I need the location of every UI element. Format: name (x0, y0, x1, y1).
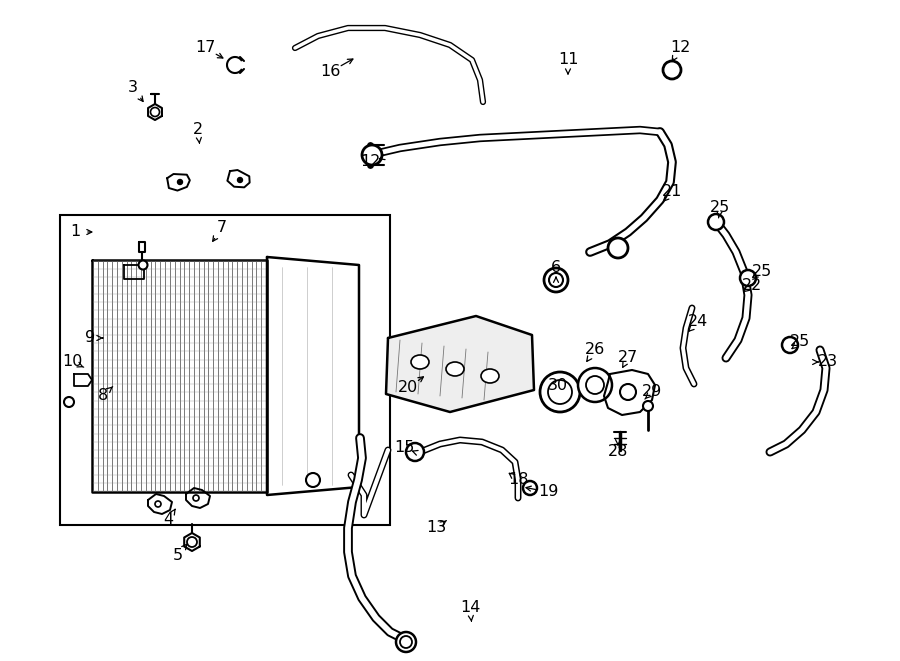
Text: 19: 19 (538, 485, 558, 500)
Text: 8: 8 (98, 387, 108, 403)
Ellipse shape (481, 369, 499, 383)
Circle shape (396, 632, 416, 652)
Text: 11: 11 (558, 52, 578, 67)
Circle shape (306, 473, 320, 487)
Text: 20: 20 (398, 381, 418, 395)
Text: 26: 26 (585, 342, 605, 358)
Circle shape (155, 501, 161, 507)
Circle shape (578, 368, 612, 402)
Text: 9: 9 (85, 330, 95, 346)
Text: 5: 5 (173, 547, 183, 563)
Text: 14: 14 (460, 600, 481, 615)
Circle shape (740, 270, 756, 286)
Circle shape (782, 337, 798, 353)
Text: 22: 22 (742, 278, 762, 293)
Circle shape (400, 636, 412, 648)
Text: 17: 17 (194, 40, 215, 56)
Text: 7: 7 (217, 221, 227, 235)
Text: 2: 2 (193, 122, 203, 137)
Ellipse shape (446, 362, 464, 376)
Text: 18: 18 (508, 473, 528, 488)
Text: 29: 29 (642, 385, 662, 399)
Text: 30: 30 (548, 377, 568, 393)
Text: 25: 25 (710, 200, 730, 215)
Circle shape (150, 108, 159, 116)
Bar (60, 215, 390, 525)
Circle shape (177, 180, 183, 184)
Circle shape (663, 61, 681, 79)
Text: 6: 6 (551, 260, 561, 276)
Text: 15: 15 (394, 440, 414, 455)
Circle shape (643, 401, 653, 411)
Circle shape (406, 443, 424, 461)
Circle shape (523, 481, 537, 495)
Text: 27: 27 (618, 350, 638, 366)
Circle shape (549, 273, 563, 287)
Text: 28: 28 (608, 444, 628, 459)
Circle shape (708, 214, 724, 230)
Text: 25: 25 (752, 264, 772, 280)
Circle shape (620, 384, 636, 400)
Text: 3: 3 (128, 81, 138, 95)
Circle shape (548, 380, 572, 404)
Text: 12: 12 (670, 40, 690, 56)
Text: 13: 13 (426, 520, 446, 535)
Polygon shape (386, 316, 534, 412)
Circle shape (193, 495, 199, 501)
Circle shape (238, 178, 242, 182)
Text: 21: 21 (662, 184, 682, 200)
Circle shape (540, 372, 580, 412)
Ellipse shape (411, 355, 429, 369)
Text: 4: 4 (163, 512, 173, 527)
Circle shape (139, 260, 148, 270)
Text: 25: 25 (790, 334, 810, 350)
Circle shape (64, 397, 74, 407)
Circle shape (544, 268, 568, 292)
Text: 23: 23 (818, 354, 838, 369)
Circle shape (586, 376, 604, 394)
Text: 1: 1 (70, 225, 80, 239)
Circle shape (362, 145, 382, 165)
Text: 10: 10 (62, 354, 82, 369)
Text: 16: 16 (320, 65, 340, 79)
Circle shape (187, 537, 197, 547)
Text: 24: 24 (688, 315, 708, 329)
Circle shape (608, 238, 628, 258)
Text: 12: 12 (360, 155, 380, 169)
